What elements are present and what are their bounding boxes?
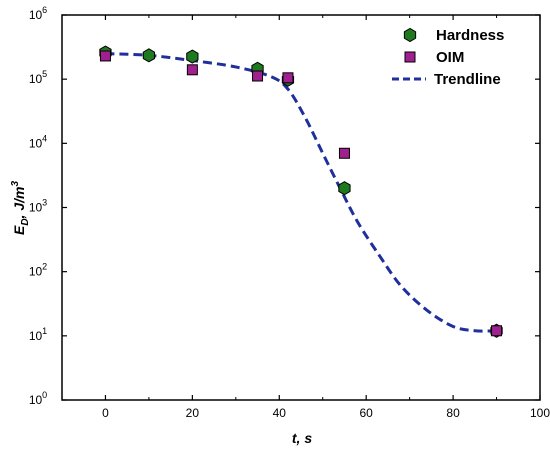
x-tick-label: 20 [186, 406, 200, 420]
oim-point [491, 325, 503, 337]
x-axis-title: t, s [292, 430, 312, 446]
x-tick-label: 0 [102, 406, 109, 420]
oim-point [186, 64, 198, 76]
y-tick-label: 101 [29, 326, 47, 343]
y-tick-label: 100 [29, 390, 47, 407]
hardness-point [186, 49, 199, 64]
y-tick-label: 102 [29, 262, 47, 279]
y-tick-label: 105 [29, 69, 47, 86]
legend-label: OIM [436, 49, 464, 66]
oim-point [252, 70, 264, 82]
hardness-point [142, 48, 156, 63]
legend-hexagon-icon [403, 27, 417, 43]
oim-point [282, 72, 294, 84]
x-tick-label: 100 [530, 406, 550, 420]
oim-point [99, 50, 111, 62]
y-tick-label: 104 [29, 133, 47, 150]
oim-point [338, 147, 350, 159]
legend-label: Trendline [434, 71, 501, 88]
y-tick-label: 106 [29, 5, 47, 22]
y-axis-title: ED, J/m3 [10, 181, 31, 235]
y-tick-label: 103 [29, 198, 47, 215]
x-tick-label: 60 [360, 406, 374, 420]
legend-label: Hardness [436, 27, 504, 44]
legend: Hardness OIM Trendline [392, 27, 504, 88]
x-tick-label: 80 [446, 406, 460, 420]
tick-group: 0 20 40 60 80 100 100 101 102 103 104 105 106 [29, 5, 550, 420]
marker-group [99, 45, 503, 338]
legend-square-icon [404, 51, 416, 63]
trendline-group [105, 52, 497, 333]
x-tick-label: 40 [273, 406, 287, 420]
trendline-path [105, 52, 497, 333]
hardness-point [338, 181, 351, 196]
